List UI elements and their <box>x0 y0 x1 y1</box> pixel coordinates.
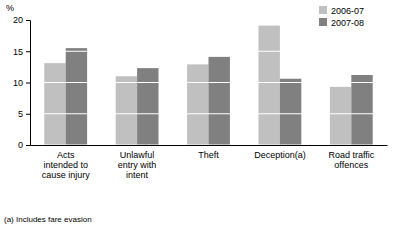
tick-label: Deception(a) <box>254 150 306 160</box>
legend: 2006-07 2007-08 <box>319 6 364 28</box>
tick: 15 <box>13 47 30 57</box>
legend-label: 2006-07 <box>331 6 364 16</box>
tick-label: Unlawfulentry withintent <box>118 150 157 180</box>
grid-line <box>30 113 387 114</box>
y-axis: 0 5 10 15 20 <box>13 15 31 150</box>
tick: 10 <box>13 78 30 88</box>
tick-mark <box>26 83 30 84</box>
tick-label: Actsintended tocause injury <box>42 150 91 180</box>
x-axis: Actsintended tocause injury Unlawfulentry… <box>31 146 388 181</box>
bars <box>44 26 372 145</box>
y-axis-title: % <box>6 3 14 13</box>
tick: 5 <box>18 109 30 119</box>
tick-label: Theft <box>198 150 219 160</box>
legend-swatch <box>319 6 327 14</box>
tick: Road trafficoffences <box>328 150 374 170</box>
tick-label: 5 <box>18 109 23 119</box>
tick-mark <box>26 20 30 21</box>
tick-mark <box>26 51 30 52</box>
grid-line <box>30 145 387 146</box>
bar <box>187 64 208 145</box>
tick: Theft <box>198 150 219 160</box>
grid-line <box>30 51 387 52</box>
bar <box>66 48 87 145</box>
plot: 0 5 10 15 20 Actsintended tocause injury Unlaw… <box>13 15 388 180</box>
legend-item: 2007-08 <box>319 18 364 28</box>
legend-label: 2007-08 <box>331 18 364 28</box>
bar <box>258 26 279 145</box>
footnote: (a) Includes fare evasion <box>4 215 92 224</box>
tick: 0 <box>18 140 30 150</box>
bar <box>330 87 351 145</box>
y-axis-line <box>26 21 31 146</box>
tick-mark <box>26 145 30 146</box>
legend-item: 2006-07 <box>319 6 364 16</box>
bar <box>351 75 372 145</box>
tick: Unlawfulentry withintent <box>118 150 157 180</box>
bar <box>116 76 137 145</box>
tick-mark <box>26 114 30 115</box>
tick: Actsintended tocause injury <box>42 150 91 180</box>
bar <box>44 63 65 145</box>
bar <box>280 79 301 145</box>
grid <box>30 20 387 145</box>
tick: 20 <box>13 15 30 25</box>
bar <box>209 57 230 145</box>
tick-label: Road trafficoffences <box>328 150 374 170</box>
tick-label: 15 <box>13 47 23 57</box>
tick-label: 20 <box>13 15 23 25</box>
bar <box>137 68 158 145</box>
chart: 0 5 10 15 20 Actsintended tocause injury Unlaw… <box>0 0 397 227</box>
tick-label: 10 <box>13 78 23 88</box>
tick: Deception(a) <box>254 150 306 160</box>
legend-swatch <box>319 18 327 26</box>
grid-line <box>30 82 387 83</box>
x-axis-line <box>31 145 388 146</box>
tick-label: 0 <box>18 140 23 150</box>
